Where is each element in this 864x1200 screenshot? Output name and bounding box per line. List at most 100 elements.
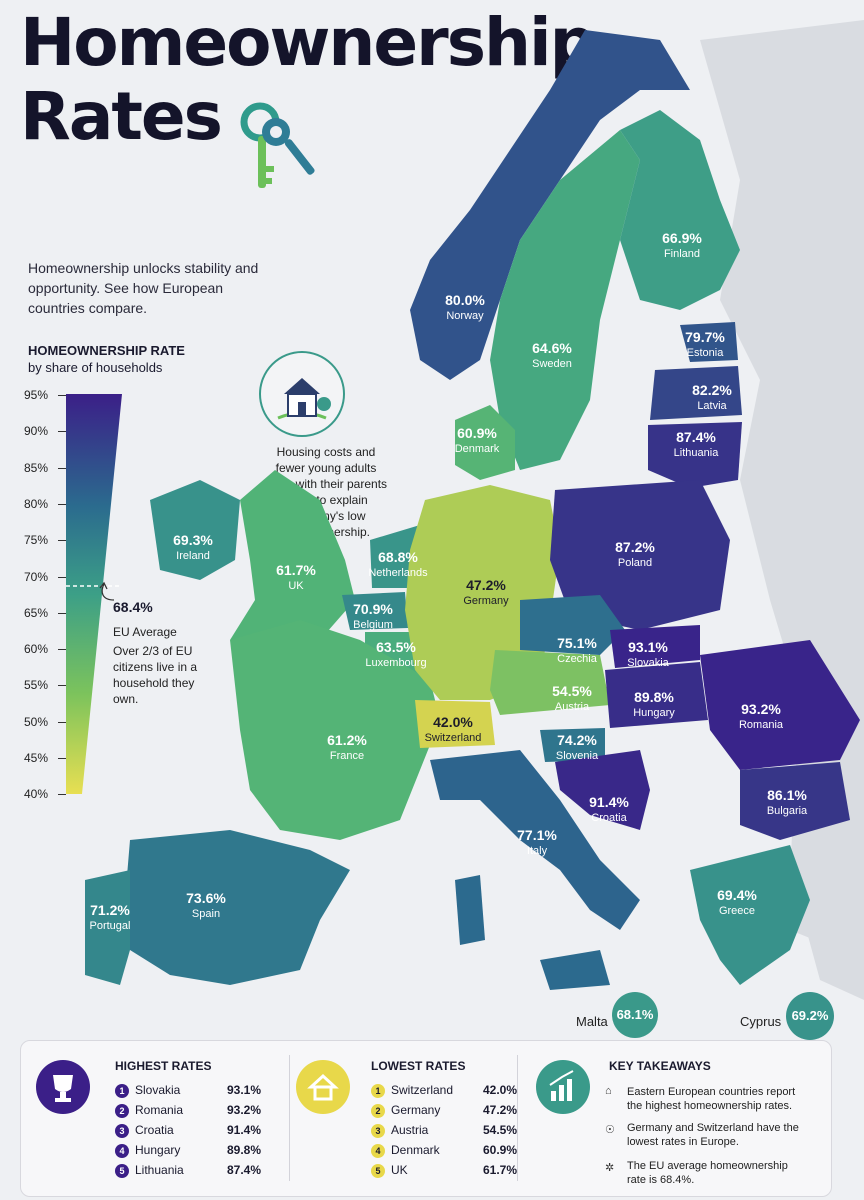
label-estonia: 79.7% Estonia: [685, 329, 725, 359]
country-value: 54.5%: [552, 683, 592, 699]
label-finland: 66.9% Finland: [662, 230, 702, 260]
country-value: 77.1%: [517, 827, 557, 843]
country-name: Norway: [446, 310, 484, 322]
country-name: Slovakia: [627, 657, 669, 669]
rank-row: 3 Croatia 91.4%: [115, 1123, 285, 1141]
country-value: 68.8%: [378, 549, 418, 565]
eu-average-arrow: [99, 581, 115, 601]
country-name: Portugal: [90, 920, 131, 932]
label-uk: 61.7% UK: [276, 562, 316, 592]
map-romania: [700, 640, 860, 770]
takeaway-2: Germany and Switzerland have the lowest …: [627, 1122, 799, 1148]
legend-tick: 50%: [24, 715, 66, 729]
country-value: 82.2%: [692, 382, 732, 398]
country-name: Romania: [739, 719, 784, 731]
label-portugal: 71.2% Portugal: [90, 902, 131, 932]
legend-color-wedge: [66, 394, 122, 794]
label-germany: 47.2% Germany: [463, 577, 509, 607]
country-name: Belgium: [353, 619, 393, 631]
rank-row: 2 Germany 47.2%: [371, 1103, 541, 1121]
country-name: Denmark: [455, 443, 500, 455]
label-hungary: 89.8% Hungary: [633, 689, 675, 719]
country-value: 80.0%: [445, 292, 485, 308]
country-value: 93.2%: [741, 701, 781, 717]
country-value: 73.6%: [186, 890, 226, 906]
label-greece: 69.4% Greece: [717, 887, 757, 917]
map-latvia: [650, 366, 742, 420]
rank-value: 89.8%: [227, 1143, 262, 1157]
rank-row: 5 Lithuania 87.4%: [115, 1163, 285, 1181]
label-lithuania: 87.4% Lithuania: [674, 429, 720, 459]
country-value: 70.9%: [353, 601, 393, 617]
rank-value: 60.9%: [483, 1143, 518, 1157]
rank-row: 4 Hungary 89.8%: [115, 1143, 285, 1161]
bank-icon: ⌂: [605, 1085, 612, 1097]
map-croatia: [555, 750, 650, 830]
label-slovenia: 74.2% Slovenia: [556, 732, 599, 762]
country-name: Poland: [618, 557, 652, 569]
country-value: 86.1%: [767, 787, 807, 803]
eu-average-value: 68.4%: [113, 599, 153, 615]
map-belgium: [342, 592, 408, 630]
map-sardinia: [455, 875, 485, 945]
country-name: Switzerland: [425, 732, 482, 744]
rank-value: 87.4%: [227, 1163, 262, 1177]
country-name: Netherlands: [368, 567, 428, 579]
legend-tick: 60%: [24, 642, 66, 656]
country-value: 66.9%: [662, 230, 702, 246]
map-bulgaria: [740, 762, 850, 840]
eu-average-label: EU Average: [113, 625, 177, 639]
rank-country: Austria: [391, 1123, 429, 1137]
rank-value: 93.1%: [227, 1083, 262, 1097]
label-netherlands: 68.8% Netherlands: [368, 549, 428, 579]
rank-country: UK: [391, 1163, 408, 1177]
map-slovakia: [610, 625, 700, 668]
country-name: Sweden: [532, 358, 572, 370]
rank-country: Lithuania: [135, 1163, 184, 1177]
trophy-icon: [36, 1060, 90, 1114]
europe-map: 80.0% Norway 64.6% Sweden 66.9% Finland 79.7% E…: [85, 20, 864, 1000]
summary-panel: HIGHEST RATES 1 Slovakia 93.1% 2 Romania 93.2…: [20, 1040, 832, 1197]
country-name: France: [330, 750, 364, 762]
country-value: 91.4%: [589, 794, 629, 810]
country-value: 60.9%: [457, 425, 497, 441]
label-czechia: 75.1% Czechia: [557, 635, 598, 665]
country-name: Bulgaria: [767, 805, 808, 817]
rank-country: Switzerland: [391, 1083, 454, 1097]
rank-row: 1 Slovakia 93.1%: [115, 1083, 285, 1101]
rank-row: 5 UK 61.7%: [371, 1163, 541, 1181]
label-luxembourg: 63.5% Luxembourg: [365, 639, 426, 669]
country-value: 63.5%: [376, 639, 416, 655]
rank-row: 1 Switzerland 42.0%: [371, 1083, 541, 1101]
country-name: Austria: [555, 701, 590, 713]
rank-badge: 5: [371, 1163, 385, 1178]
label-austria: 54.5% Austria: [552, 683, 592, 713]
compass-icon: ☉: [605, 1124, 615, 1136]
legend-tick: 85%: [24, 461, 66, 475]
rank-value: 61.7%: [483, 1163, 518, 1177]
label-italy: 77.1% Italy: [517, 827, 557, 857]
legend-tick: 70%: [24, 570, 66, 584]
country-value: 79.7%: [685, 329, 725, 345]
map-poland: [550, 480, 730, 630]
label-france: 61.2% France: [327, 732, 367, 762]
rank-row: 4 Denmark 60.9%: [371, 1143, 541, 1161]
legend-tick: 55%: [24, 678, 66, 692]
country-value: 74.2%: [557, 732, 597, 748]
rank-value: 47.2%: [483, 1103, 518, 1117]
country-name: Finland: [664, 248, 700, 260]
legend-tick: 65%: [24, 606, 66, 620]
map-sweden: [490, 130, 640, 470]
country-value: 87.2%: [615, 539, 655, 555]
legend-tick: 80%: [24, 497, 66, 511]
growth-chart-icon: [536, 1060, 590, 1114]
country-value: 47.2%: [466, 577, 506, 593]
map-estonia: [680, 322, 738, 362]
legend-subtitle: by share of households: [28, 360, 163, 375]
map-czechia: [520, 595, 625, 655]
map-austria: [490, 650, 610, 715]
rank-row: 2 Romania 93.2%: [115, 1103, 285, 1121]
rank-country: Hungary: [135, 1143, 181, 1157]
country-value: 75.1%: [557, 635, 597, 651]
map-labels: 80.0% Norway 64.6% Sweden 66.9% Finland 79.7% E…: [90, 230, 809, 932]
